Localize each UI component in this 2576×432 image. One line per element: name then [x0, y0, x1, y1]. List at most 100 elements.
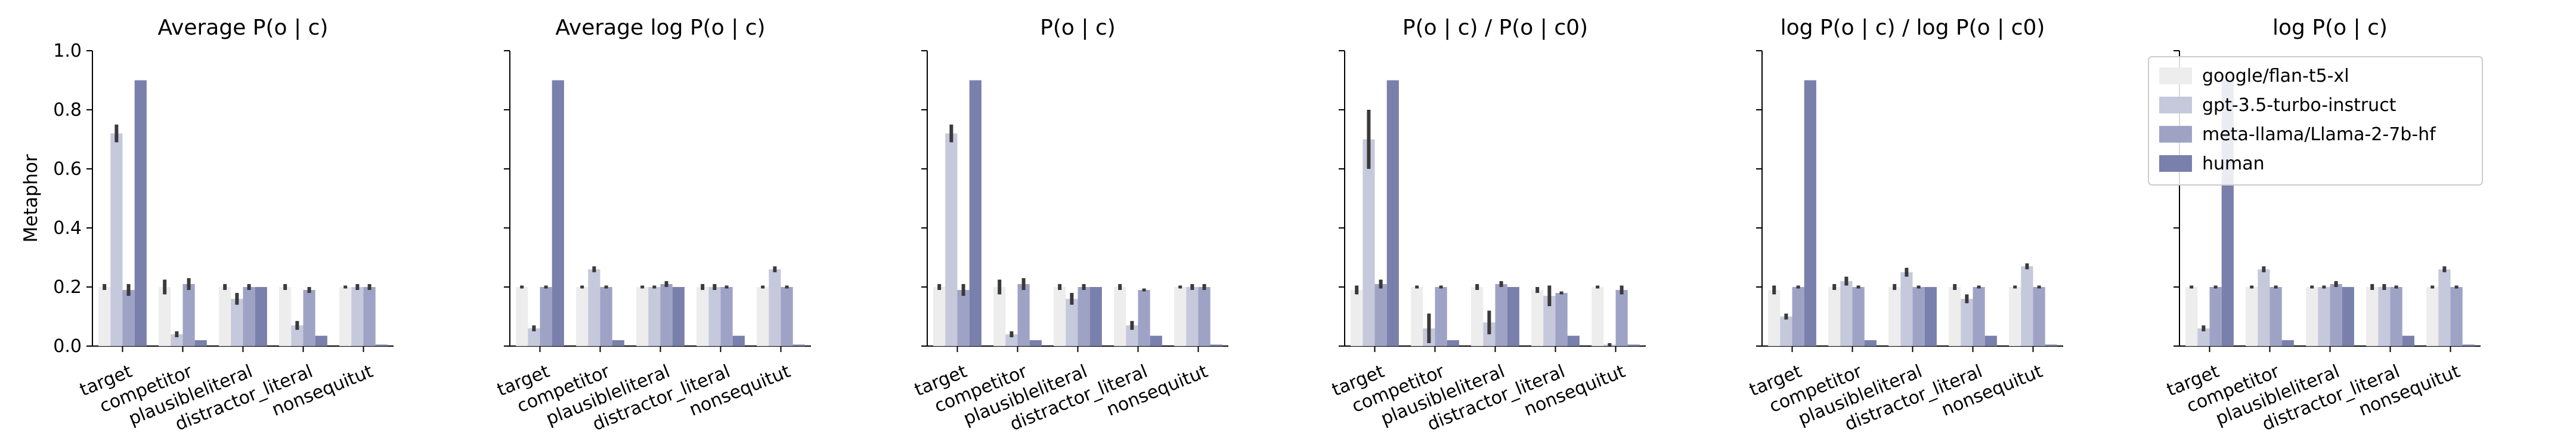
- bar: [1186, 287, 1199, 346]
- bar: [303, 289, 315, 346]
- bar: [945, 133, 958, 346]
- bar: [2209, 287, 2222, 346]
- bar: [2366, 287, 2379, 346]
- bar: [219, 287, 231, 346]
- bar: [1592, 287, 1604, 346]
- bar: [1828, 287, 1841, 346]
- bar: [933, 287, 946, 346]
- bar: [2426, 287, 2439, 346]
- bar: [528, 328, 540, 346]
- bar: [2185, 287, 2198, 346]
- bar: [757, 287, 769, 346]
- bar: [255, 287, 267, 346]
- bar: [1852, 287, 1865, 346]
- bar: [375, 344, 388, 346]
- bar: [1912, 287, 1925, 346]
- bar: [672, 287, 685, 346]
- y-tick-label: 0.6: [53, 159, 82, 180]
- bar: [2330, 284, 2342, 346]
- bar: [2021, 266, 2033, 346]
- bar: [1447, 340, 1459, 346]
- bar: [291, 325, 304, 346]
- bar: [279, 287, 292, 346]
- bar: [339, 287, 352, 346]
- bar: [648, 287, 661, 346]
- bar: [957, 289, 970, 346]
- bar: [516, 287, 528, 346]
- bar: [1507, 287, 1519, 346]
- bar: [781, 287, 793, 346]
- bar: [600, 287, 612, 346]
- bar: [1435, 287, 1447, 346]
- y-tick-label: 1.0: [53, 41, 82, 61]
- legend-label: meta-llama/Llama-2-7b-hf: [2202, 124, 2436, 145]
- legend-swatch: [2159, 67, 2192, 84]
- bar: [363, 287, 376, 346]
- bar: [1804, 80, 1816, 346]
- bar: [2462, 344, 2475, 346]
- bar: [1150, 335, 1162, 346]
- bar: [315, 335, 327, 346]
- bar: [540, 287, 552, 346]
- bar: [182, 284, 195, 346]
- bar: [2009, 287, 2021, 346]
- bar: [2378, 287, 2391, 346]
- bar: [2342, 287, 2354, 346]
- bar: [1495, 284, 1507, 346]
- legend-label: human: [2202, 153, 2265, 174]
- bar: [231, 298, 243, 346]
- bar: [1089, 287, 1102, 346]
- panel-title: P(o | c) / P(o | c0): [1402, 16, 1588, 40]
- bar: [2402, 335, 2414, 346]
- bar: [696, 287, 709, 346]
- y-tick-label: 0.4: [53, 218, 82, 239]
- bar: [2197, 328, 2210, 346]
- bar: [1555, 292, 1568, 346]
- panel-title: log P(o | c) / log P(o | c0): [1781, 16, 2045, 40]
- bar: [122, 289, 135, 346]
- bar: [1210, 344, 1222, 346]
- panel-title: log P(o | c): [2272, 16, 2388, 40]
- y-tick-label: 0.8: [53, 100, 82, 121]
- bar: [2390, 287, 2402, 346]
- bar: [194, 340, 207, 346]
- bar: [159, 287, 171, 346]
- bar: [612, 340, 624, 346]
- bar: [1924, 287, 1937, 346]
- panel-title: P(o | c): [1040, 16, 1116, 40]
- y-axis-label: Metaphor: [20, 154, 42, 242]
- bar: [1374, 284, 1387, 346]
- y-tick-label: 0.2: [53, 277, 82, 298]
- bar: [1174, 287, 1187, 346]
- legend-box: [2148, 56, 2483, 186]
- bar: [1973, 287, 1985, 346]
- bar: [1017, 284, 1030, 346]
- bar: [993, 287, 1006, 346]
- bar: [2246, 287, 2258, 346]
- bar: [2438, 269, 2451, 346]
- bar: [2045, 344, 2057, 346]
- bar: [1864, 340, 1877, 346]
- bar: [1900, 272, 1913, 346]
- bar: [732, 335, 745, 346]
- bar: [576, 287, 589, 346]
- bar: [1386, 80, 1399, 346]
- bar: [98, 287, 111, 346]
- bar: [1543, 295, 1556, 346]
- bar: [792, 344, 805, 346]
- panel-title: Average log P(o | c): [555, 16, 765, 40]
- bar: [1005, 334, 1018, 346]
- bar: [1627, 344, 1640, 346]
- bar: [1888, 287, 1901, 346]
- bar: [1351, 289, 1363, 346]
- bar: [552, 80, 564, 346]
- bar: [708, 287, 721, 346]
- bar: [660, 284, 673, 346]
- bar: [1780, 316, 1792, 346]
- bar: [769, 269, 781, 346]
- bar: [1054, 287, 1066, 346]
- bar: [2033, 287, 2045, 346]
- bar: [1138, 289, 1150, 346]
